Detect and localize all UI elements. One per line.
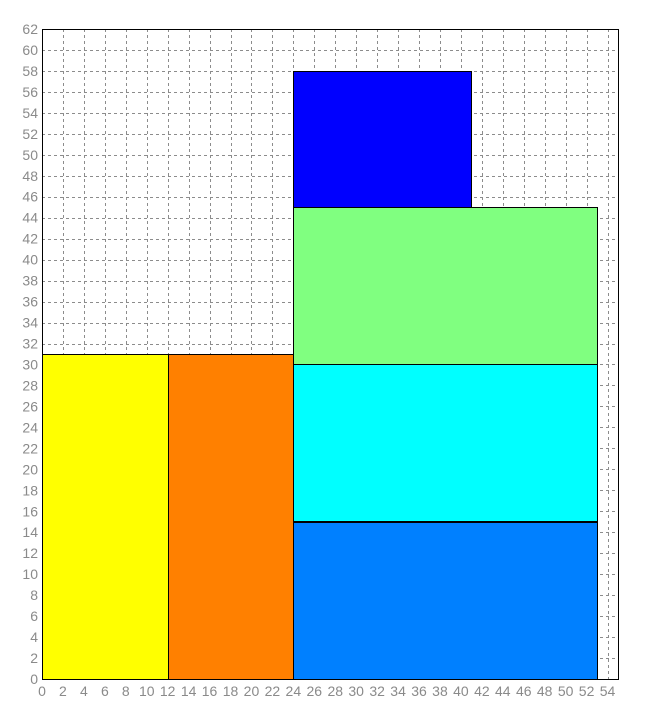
x-tick-label: 0 (38, 683, 46, 699)
y-tick-label: 54 (22, 105, 38, 121)
y-tick-labels: 0246810121416182022242628303234363840424… (22, 21, 38, 687)
x-tick-label: 16 (202, 683, 218, 699)
rectangle-5 (293, 71, 472, 208)
x-tick-label: 48 (537, 683, 553, 699)
x-tick-label: 26 (307, 683, 323, 699)
x-tick-label: 20 (244, 683, 260, 699)
y-tick-label: 46 (22, 189, 38, 205)
y-tick-label: 22 (22, 440, 38, 456)
x-tick-label: 36 (411, 683, 427, 699)
y-tick-label: 56 (22, 84, 38, 100)
y-tick-label: 14 (22, 524, 38, 540)
x-tick-label: 54 (600, 683, 616, 699)
y-tick-label: 32 (22, 336, 38, 352)
x-tick-label: 28 (327, 683, 343, 699)
rectangle-4 (293, 207, 598, 365)
rectangle-2 (293, 522, 598, 680)
y-tick-label: 4 (30, 629, 38, 645)
x-tick-label: 8 (122, 683, 130, 699)
x-tick-label: 30 (348, 683, 364, 699)
y-tick-label: 60 (22, 42, 38, 58)
y-tick-label: 10 (22, 566, 38, 582)
x-tick-label: 50 (558, 683, 574, 699)
rectangles (42, 71, 598, 680)
y-tick-label: 8 (30, 587, 38, 603)
x-tick-label: 14 (181, 683, 197, 699)
rectangle-0 (42, 354, 169, 680)
plot-frame (42, 29, 619, 680)
y-tick-label: 30 (22, 356, 38, 372)
y-tick-label: 28 (22, 377, 38, 393)
y-tick-label: 34 (22, 315, 38, 331)
x-tick-label: 38 (432, 683, 448, 699)
x-tick-labels: 0 2 4 6 8 10 12 14 16 18 20 22 24 26 28 30 32 34 36 38 40 42 4… (38, 683, 615, 699)
y-tick-label: 24 (22, 419, 38, 435)
x-tick-label: 34 (390, 683, 406, 699)
x-tick-label: 40 (453, 683, 469, 699)
x-tick-label: 24 (286, 683, 302, 699)
y-tick-label: 0 (30, 671, 38, 687)
y-tick-label: 58 (22, 63, 38, 79)
y-tick-label: 44 (22, 210, 38, 226)
y-tick-label: 36 (22, 294, 38, 310)
y-tick-label: 48 (22, 168, 38, 184)
x-tick-label: 46 (516, 683, 532, 699)
x-tick-label: 6 (101, 683, 109, 699)
x-tick-label: 2 (59, 683, 67, 699)
y-tick-label: 50 (22, 147, 38, 163)
y-tick-label: 18 (22, 482, 38, 498)
x-tick-label: 44 (495, 683, 511, 699)
x-tick-label: 12 (160, 683, 176, 699)
x-tick-label: 32 (369, 683, 385, 699)
y-tick-label: 26 (22, 398, 38, 414)
x-tick-label: 18 (223, 683, 239, 699)
y-tick-label: 40 (22, 252, 38, 268)
x-tick-label: 22 (265, 683, 281, 699)
y-tick-label: 6 (30, 608, 38, 624)
y-tick-label: 52 (22, 126, 38, 142)
rectangle-1 (168, 354, 295, 680)
x-tick-label: 10 (139, 683, 155, 699)
y-tick-label: 16 (22, 503, 38, 519)
y-tick-label: 62 (22, 21, 38, 37)
x-tick-label: 42 (474, 683, 490, 699)
y-tick-label: 38 (22, 273, 38, 289)
y-tick-label: 20 (22, 461, 38, 477)
y-tick-label: 12 (22, 545, 38, 561)
y-tick-label: 42 (22, 231, 38, 247)
x-tick-label: 52 (579, 683, 595, 699)
x-tick-label: 4 (80, 683, 88, 699)
rectangle-3 (293, 364, 598, 522)
y-tick-label: 2 (30, 650, 38, 666)
